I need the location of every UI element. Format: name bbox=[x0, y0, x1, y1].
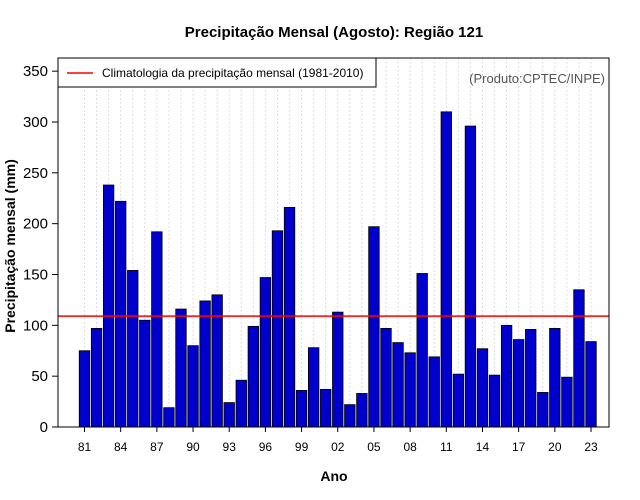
bar-1982 bbox=[90, 327, 103, 428]
bar-2005 bbox=[368, 226, 380, 428]
bar-2010 bbox=[428, 356, 440, 428]
bar-1999 bbox=[295, 389, 308, 428]
x-axis-label: Ano bbox=[320, 468, 347, 484]
bar-2019 bbox=[537, 392, 549, 428]
xtick-label-20: 20 bbox=[548, 440, 562, 454]
bar-1990 bbox=[187, 345, 199, 428]
legend-label: Climatologia da precipitação mensal (198… bbox=[102, 66, 363, 80]
bar-1993 bbox=[223, 402, 235, 428]
x-axis: 81 84 87 90 93 96 99 02 05 08 11 14 17 20 23 bbox=[78, 427, 598, 454]
bar-1987 bbox=[151, 231, 163, 428]
legend: Climatologia da precipitação mensal (198… bbox=[57, 57, 377, 88]
bar-2018 bbox=[525, 328, 537, 428]
credit-text: (Produto:CPTEC/INPE) bbox=[469, 71, 605, 86]
bar-1983 bbox=[102, 184, 115, 428]
xtick-label-99: 99 bbox=[295, 440, 309, 454]
chart-title: Precipitação Mensal (Agosto): Região 121 bbox=[185, 24, 483, 41]
bar-2011 bbox=[440, 111, 452, 428]
bar-1981 bbox=[78, 350, 91, 428]
xtick-label-02: 02 bbox=[331, 440, 345, 454]
xtick-label-81: 81 bbox=[78, 440, 92, 454]
legend-box bbox=[57, 57, 377, 88]
bar-2022 bbox=[573, 289, 585, 428]
ytick-label-50: 50 bbox=[31, 368, 48, 385]
bar-1984 bbox=[115, 200, 127, 428]
bar-2001 bbox=[320, 388, 332, 428]
bar-1994 bbox=[235, 379, 247, 428]
bar-1989 bbox=[175, 308, 187, 428]
ytick-label-150: 150 bbox=[23, 267, 48, 284]
xtick-label-11: 11 bbox=[440, 440, 453, 454]
y-axis: 0 50 100 150 200 250 300 350 bbox=[23, 63, 58, 436]
bar-2014 bbox=[476, 348, 489, 428]
bar-2017 bbox=[513, 339, 525, 428]
bar-2009 bbox=[416, 273, 428, 428]
xtick-label-14: 14 bbox=[476, 440, 490, 454]
bar-2002 bbox=[332, 311, 344, 428]
bar-1991 bbox=[199, 300, 211, 428]
bar-1988 bbox=[163, 407, 175, 428]
xtick-label-84: 84 bbox=[114, 440, 128, 454]
bar-2006 bbox=[380, 327, 392, 428]
bar-2008 bbox=[404, 352, 416, 428]
bar-2021 bbox=[561, 376, 573, 428]
bar-2003 bbox=[344, 404, 356, 428]
bar-1986 bbox=[139, 319, 151, 428]
ytick-label-100: 100 bbox=[23, 317, 48, 334]
xtick-label-90: 90 bbox=[186, 440, 200, 454]
ytick-label-250: 250 bbox=[23, 165, 48, 182]
bar-1996 bbox=[259, 277, 272, 428]
xtick-label-87: 87 bbox=[150, 440, 164, 454]
ytick-label-300: 300 bbox=[23, 114, 48, 131]
bar-1992 bbox=[211, 294, 223, 428]
bar-2020 bbox=[549, 327, 561, 428]
bar-2012 bbox=[452, 373, 465, 428]
bar-2015 bbox=[488, 374, 501, 428]
bar-1998 bbox=[283, 206, 296, 428]
xtick-label-05: 05 bbox=[367, 440, 381, 454]
xtick-label-08: 08 bbox=[403, 440, 417, 454]
y-axis-label: Precipitação mensal (mm) bbox=[2, 159, 18, 333]
bar-2016 bbox=[500, 324, 513, 428]
bar-1995 bbox=[247, 325, 259, 428]
bar-1985 bbox=[127, 270, 139, 428]
bar-2000 bbox=[307, 347, 320, 428]
ytick-label-200: 200 bbox=[23, 216, 48, 233]
bar-2004 bbox=[356, 393, 368, 428]
bar-2023 bbox=[585, 341, 597, 428]
xtick-label-23: 23 bbox=[584, 440, 598, 454]
bar-2007 bbox=[392, 342, 404, 428]
xtick-label-93: 93 bbox=[223, 440, 237, 454]
xtick-label-96: 96 bbox=[259, 440, 273, 454]
xtick-label-17: 17 bbox=[512, 440, 526, 454]
bar-1997 bbox=[271, 230, 284, 428]
bars bbox=[78, 111, 597, 428]
ytick-label-0: 0 bbox=[40, 419, 48, 436]
ytick-label-350: 350 bbox=[23, 63, 48, 80]
bar-2013 bbox=[464, 125, 477, 428]
